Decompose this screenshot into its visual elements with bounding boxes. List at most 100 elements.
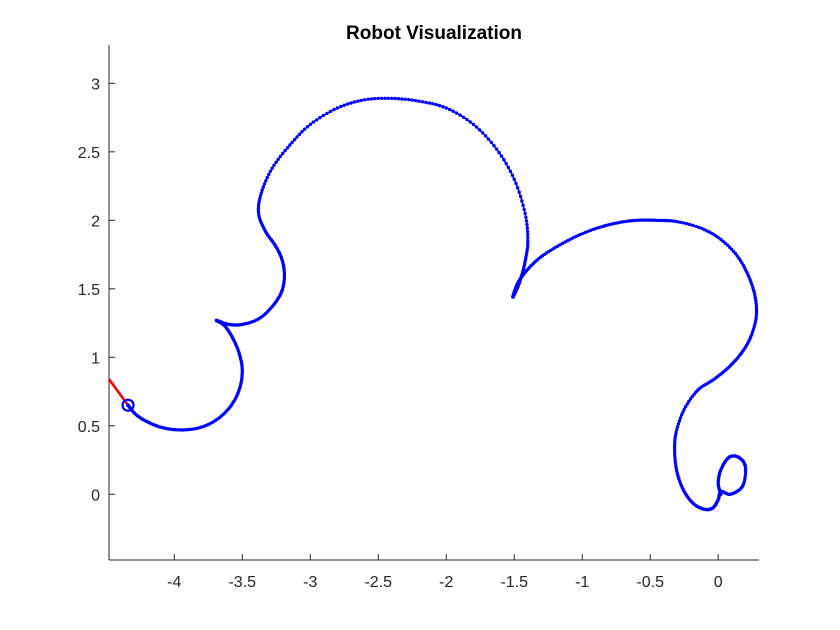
path-point xyxy=(267,172,271,177)
path-point xyxy=(596,226,601,230)
x-tick-label: -1.5 xyxy=(500,574,528,591)
path-point xyxy=(288,143,292,147)
path-point xyxy=(518,194,523,199)
path-point xyxy=(673,441,677,445)
path-point xyxy=(606,223,611,227)
path-point xyxy=(352,100,357,104)
path-point xyxy=(410,98,414,102)
path-point xyxy=(750,283,754,287)
path-point xyxy=(754,314,758,318)
path-point xyxy=(376,96,380,101)
path-point xyxy=(524,219,529,223)
path-point xyxy=(379,96,384,101)
path-point xyxy=(506,165,510,170)
path-point xyxy=(362,98,367,102)
path-point xyxy=(427,101,431,105)
path-point xyxy=(691,223,695,228)
path-point xyxy=(754,299,758,303)
path-point xyxy=(673,436,677,440)
path-point xyxy=(750,330,755,334)
path-point xyxy=(650,218,654,222)
path-point xyxy=(504,161,508,166)
path-point xyxy=(262,182,267,186)
path-point xyxy=(400,97,404,101)
path-point xyxy=(688,397,693,401)
path-point xyxy=(681,410,685,414)
path-point xyxy=(444,106,448,110)
x-tick-label: -3.5 xyxy=(228,574,256,591)
path-point xyxy=(413,98,418,103)
path-point xyxy=(441,105,445,109)
path-point xyxy=(640,218,644,222)
path-point xyxy=(642,218,646,222)
path-point xyxy=(705,229,709,233)
path-point xyxy=(674,430,678,435)
path-point xyxy=(335,106,340,110)
path-point xyxy=(727,245,732,249)
path-point xyxy=(526,236,530,240)
path-point xyxy=(652,218,657,222)
path-point xyxy=(676,422,681,426)
path-point xyxy=(702,228,707,232)
path-point xyxy=(627,219,631,223)
path-point xyxy=(305,125,310,129)
path-point xyxy=(612,221,616,226)
path-point xyxy=(752,325,756,329)
path-point xyxy=(458,113,462,117)
path-point xyxy=(489,140,493,145)
path-point xyxy=(647,218,652,222)
path-point xyxy=(525,229,530,234)
path-point xyxy=(672,448,677,453)
path-point xyxy=(754,301,758,306)
path-point xyxy=(751,327,756,331)
path-point xyxy=(512,177,516,181)
path-point xyxy=(733,252,738,256)
path-point xyxy=(684,222,689,226)
path-point xyxy=(339,104,343,109)
path-point xyxy=(274,160,278,164)
path-point xyxy=(601,224,606,228)
path-point xyxy=(743,474,747,479)
path-point xyxy=(688,222,692,227)
path-point xyxy=(268,169,273,173)
path-point xyxy=(753,322,757,326)
path-point xyxy=(480,131,485,135)
path-point xyxy=(749,281,753,285)
path-point xyxy=(510,173,515,177)
path-point xyxy=(673,438,677,443)
path-point xyxy=(393,96,397,101)
path-point xyxy=(373,96,377,101)
path-point xyxy=(754,309,759,313)
path-point xyxy=(451,109,455,113)
path-point xyxy=(525,244,530,249)
path-point xyxy=(586,229,590,233)
path-point xyxy=(434,102,438,107)
y-tick-label: 1 xyxy=(91,350,100,367)
path-point xyxy=(754,317,758,321)
chart-title: Robot Visualization xyxy=(346,23,522,44)
path-point xyxy=(752,288,756,293)
path-point xyxy=(407,97,411,102)
path-point xyxy=(290,140,294,144)
path-point xyxy=(753,319,758,324)
y-tick-label: 2 xyxy=(91,213,100,230)
path-point xyxy=(417,99,421,103)
path-point xyxy=(297,132,302,136)
path-point xyxy=(673,451,677,455)
y-tick-label: 0.5 xyxy=(78,419,100,436)
path-point xyxy=(673,454,677,458)
path-point xyxy=(281,151,285,156)
path-point xyxy=(258,194,263,198)
path-point xyxy=(295,135,299,139)
path-point xyxy=(477,128,482,132)
path-point xyxy=(474,125,479,129)
path-point xyxy=(524,215,528,219)
path-point xyxy=(674,464,678,468)
path-point xyxy=(359,98,363,103)
path-point xyxy=(576,233,580,238)
path-point xyxy=(403,97,408,102)
path-point xyxy=(524,252,529,256)
path-point xyxy=(660,218,664,223)
